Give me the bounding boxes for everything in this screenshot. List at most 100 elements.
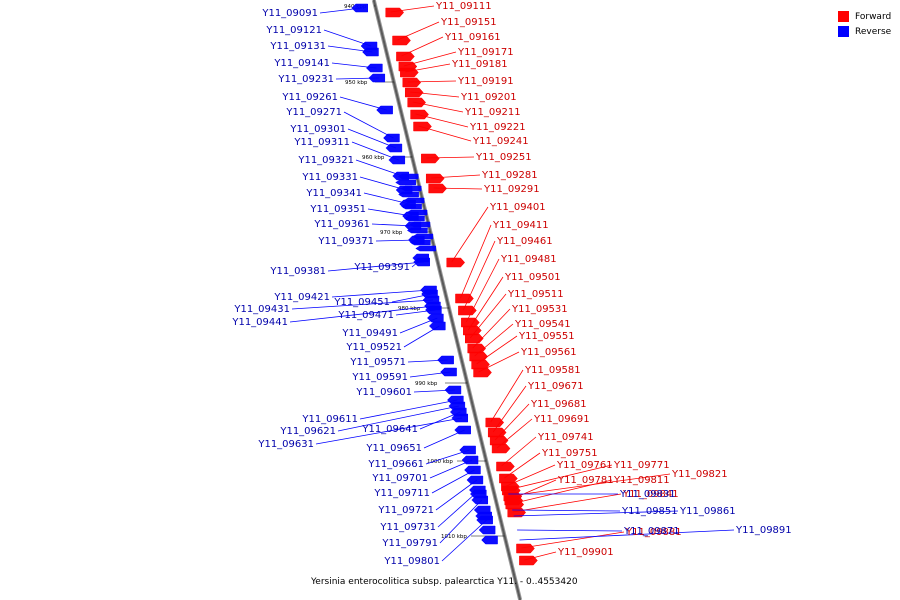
reverse-gene-label: Y11_09661	[367, 459, 424, 470]
forward-gene-label: Y11_09241	[472, 136, 529, 147]
reverse-connector	[289, 305, 435, 323]
forward-gene-arrow	[489, 435, 509, 446]
reverse-connector	[441, 519, 487, 562]
forward-gene-label: Y11_09291	[483, 184, 540, 195]
forward-connector	[524, 551, 557, 561]
forward-gene-arrow	[491, 443, 511, 454]
forward-gene-label: Y11_09581	[524, 365, 581, 376]
forward-connector	[510, 479, 613, 505]
forward-gene-arrow	[485, 417, 505, 428]
forward-gene-arrow	[469, 351, 488, 362]
reverse-gene-label: Y11_09091	[261, 8, 318, 19]
reverse-gene-label: Y11_09571	[349, 357, 406, 368]
forward-connector	[407, 80, 457, 83]
reverse-gene-label: Y11_09711	[373, 488, 430, 499]
forward-connector	[451, 206, 489, 263]
forward-gene-label: Y11_09151	[440, 17, 497, 28]
forward-gene-arrow	[455, 293, 474, 304]
reverse-gene-arrow	[469, 489, 487, 499]
reverse-gene-arrow	[409, 221, 431, 228]
forward-connector	[472, 308, 511, 349]
scale-tick-label: 990 kbp	[415, 381, 438, 387]
forward-gene-label: Y11_09111	[435, 1, 492, 12]
forward-gene-label: Y11_09531	[511, 304, 568, 315]
reverse-gene-label: Y11_09611	[301, 414, 358, 425]
forward-connector	[521, 531, 625, 549]
reverse-gene-arrow	[406, 209, 428, 216]
reverse-connector	[355, 159, 403, 177]
forward-gene-arrow	[465, 333, 484, 344]
reverse-gene-label: Y11_09601	[355, 387, 412, 398]
forward-gene-arrow	[496, 461, 515, 472]
reverse-gene-label: Y11_09121	[265, 25, 322, 36]
reverse-gene-label: Y11_09451	[333, 297, 390, 308]
reverse-connector	[437, 489, 480, 528]
reverse-gene-label: Y11_09731	[379, 522, 436, 533]
forward-gene-label: Y11_09821	[671, 469, 728, 480]
reverse-connector	[429, 459, 473, 479]
genome-axis	[371, 0, 523, 600]
reverse-gene-arrow	[481, 535, 498, 545]
forward-gene-label: Y11_09171	[457, 47, 514, 58]
reverse-gene-arrow	[454, 425, 471, 435]
scale-tick-label: 960 kbp	[362, 155, 385, 161]
forward-gene-label: Y11_09411	[492, 220, 549, 231]
reverse-connector	[409, 371, 451, 378]
legend-reverse: Reverse	[838, 24, 891, 39]
reverse-gene-label: Y11_09471	[337, 310, 394, 321]
reverse-gene-label: Y11_09851	[621, 506, 678, 517]
forward-gene-arrow	[487, 427, 507, 438]
reverse-gene-arrow	[412, 233, 434, 240]
reverse-connector	[315, 417, 462, 445]
forward-connector	[474, 323, 514, 357]
forward-connector	[463, 240, 496, 311]
forward-gene-label: Y11_09401	[489, 202, 546, 213]
forward-connector	[431, 174, 481, 179]
reverse-connector	[327, 261, 424, 272]
forward-gene-label: Y11_09841	[622, 489, 679, 500]
forward-connector	[415, 113, 469, 128]
forward-connector	[469, 293, 507, 339]
reverse-gene-label: Y11_09631	[257, 439, 314, 450]
reverse-gene-arrow	[466, 475, 484, 485]
forward-gene-arrow	[396, 51, 415, 62]
reverse-connector	[423, 429, 465, 449]
reverse-gene-label: Y11_09441	[231, 317, 288, 328]
reverse-gene-label: Y11_09361	[313, 219, 370, 230]
reverse-connector	[291, 299, 434, 310]
reverse-gene-label: Y11_09331	[301, 172, 358, 183]
forward-gene-label: Y11_09901	[557, 547, 614, 558]
forward-gene-label: Y11_09561	[520, 347, 577, 358]
forward-swatch	[838, 11, 849, 22]
reverse-gene-arrow	[475, 511, 492, 521]
forward-gene-label: Y11_09191	[457, 76, 514, 87]
forward-gene-arrow	[421, 153, 440, 164]
legend-forward-label: Forward	[855, 11, 892, 22]
reverse-gene-label: Y11_09871	[623, 526, 680, 537]
legend: Forward Reverse	[838, 9, 891, 39]
forward-connector	[412, 101, 464, 113]
forward-gene-label: Y11_09551	[518, 331, 575, 342]
reverse-gene-arrow	[428, 321, 446, 331]
reverse-connector	[413, 389, 455, 393]
forward-connector	[390, 5, 435, 13]
reverse-gene-label: Y11_09801	[383, 556, 440, 567]
reverse-connector	[371, 223, 415, 227]
reverse-connector	[359, 176, 407, 191]
reverse-connector	[399, 317, 438, 334]
reverse-gene-arrow	[406, 227, 428, 234]
reverse-connector	[431, 469, 475, 494]
forward-connector	[504, 452, 541, 479]
forward-connector	[467, 276, 504, 331]
reverse-connector	[335, 77, 379, 80]
reverse-connector	[327, 45, 373, 53]
forward-connector	[509, 479, 557, 501]
gene-labels: Y11_09111Y11_09151Y11_09161Y11_09171Y11_…	[231, 1, 791, 567]
forward-gene-arrow	[392, 35, 411, 46]
forward-gene-label: Y11_09811	[613, 475, 670, 486]
reverse-gene-arrow	[397, 173, 419, 180]
reverse-gene-label: Y11_09491	[341, 328, 398, 339]
forward-gene-label: Y11_09201	[460, 92, 517, 103]
reverse-gene-arrow	[400, 185, 422, 192]
